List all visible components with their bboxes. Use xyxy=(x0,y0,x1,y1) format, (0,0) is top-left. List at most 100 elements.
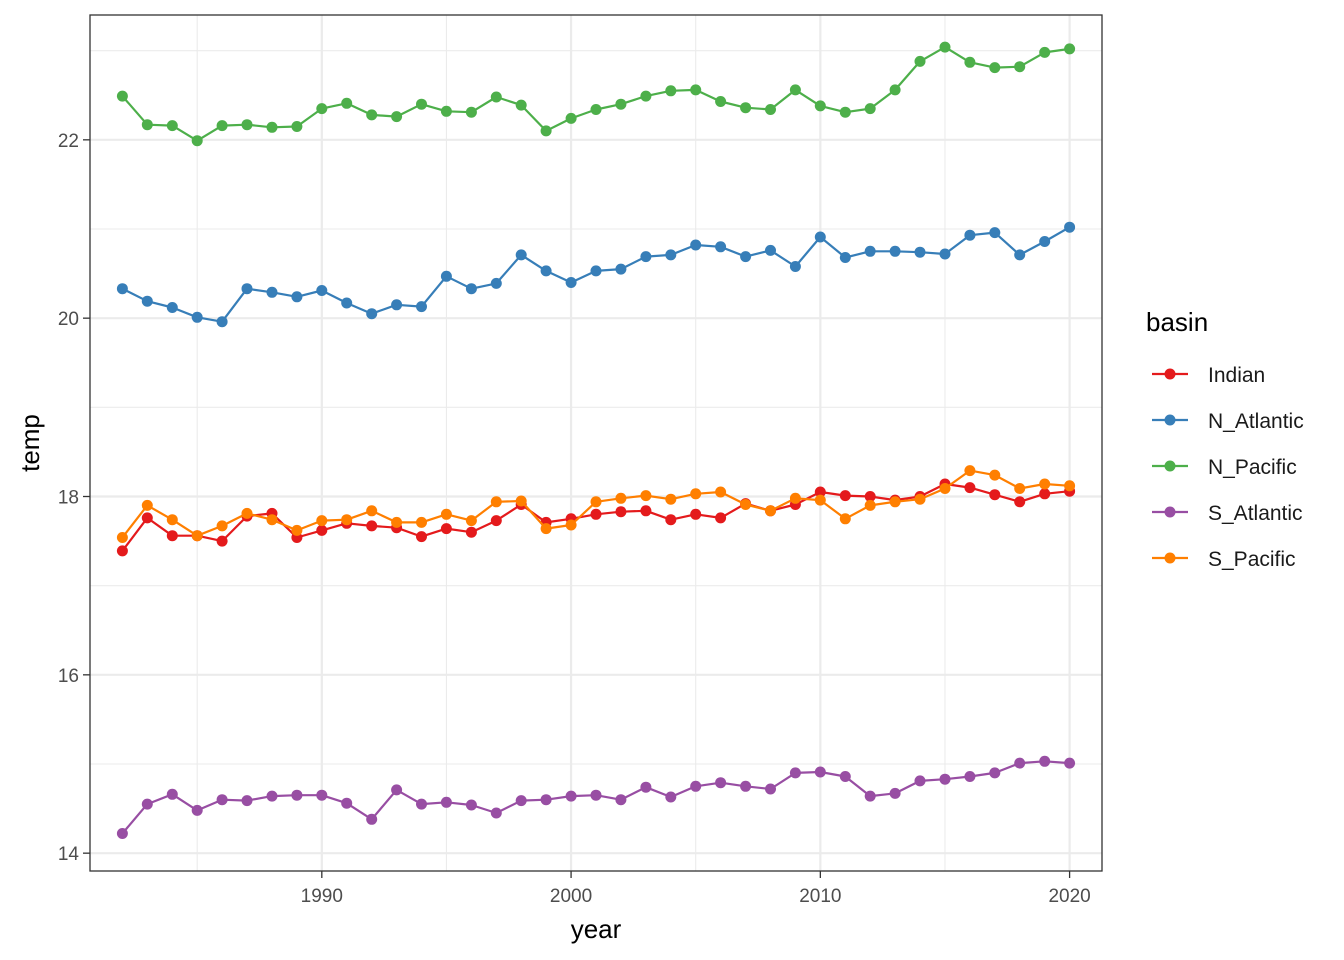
data-point-s-pacific xyxy=(515,495,527,507)
data-point-s-atlantic xyxy=(1014,757,1026,769)
legend-item-s-atlantic: S_Atlantic xyxy=(1152,502,1303,525)
data-point-s-pacific xyxy=(141,499,153,511)
legend-key-point-indian xyxy=(1164,368,1176,380)
data-point-s-atlantic xyxy=(765,783,776,795)
data-point-s-atlantic xyxy=(690,780,702,792)
data-point-s-pacific xyxy=(939,483,951,494)
series-layer xyxy=(116,41,1076,839)
data-point-n-pacific xyxy=(964,56,976,68)
y-tick-label: 16 xyxy=(58,666,79,687)
data-point-indian xyxy=(590,508,602,520)
data-point-n-atlantic xyxy=(839,252,851,263)
data-point-s-pacific xyxy=(615,492,627,504)
data-point-indian xyxy=(141,512,153,524)
x-tick-label: 2010 xyxy=(799,886,841,907)
data-point-n-pacific xyxy=(789,84,801,96)
data-point-n-atlantic xyxy=(490,277,502,289)
legend-label-s-pacific: S_Pacific xyxy=(1208,548,1296,571)
data-point-indian xyxy=(665,514,677,526)
data-point-indian xyxy=(640,505,652,517)
data-point-s-pacific xyxy=(540,523,552,535)
data-point-s-pacific xyxy=(465,515,477,527)
data-point-n-atlantic xyxy=(366,308,378,320)
data-point-n-atlantic xyxy=(191,311,203,323)
data-point-n-atlantic xyxy=(665,249,677,261)
data-point-indian xyxy=(839,490,851,502)
series-s-atlantic xyxy=(116,755,1076,839)
data-point-s-pacific xyxy=(690,488,702,500)
data-point-n-atlantic xyxy=(814,231,826,243)
legend-key-point-s-pacific xyxy=(1164,552,1176,564)
data-point-n-atlantic xyxy=(939,248,951,260)
data-point-s-pacific xyxy=(640,490,652,502)
data-point-s-pacific xyxy=(665,493,677,505)
data-point-s-atlantic xyxy=(366,813,378,825)
axis-ticks xyxy=(83,139,1071,878)
y-tick-label: 14 xyxy=(58,844,80,865)
data-point-indian xyxy=(615,506,627,518)
data-point-s-pacific xyxy=(316,515,328,527)
legend-item-indian: Indian xyxy=(1152,364,1265,387)
data-point-n-pacific xyxy=(1064,43,1076,55)
data-point-s-atlantic xyxy=(540,794,552,806)
data-point-s-atlantic xyxy=(814,766,826,778)
data-point-n-pacific xyxy=(316,103,328,115)
data-point-n-atlantic xyxy=(715,241,727,253)
data-point-n-pacific xyxy=(416,98,427,110)
data-point-s-pacific xyxy=(814,494,826,506)
x-tick-label: 1990 xyxy=(301,886,343,907)
data-point-n-atlantic xyxy=(640,251,652,263)
data-point-n-pacific xyxy=(989,62,1001,74)
data-point-s-atlantic xyxy=(615,794,627,806)
y-tick-label: 18 xyxy=(58,488,79,509)
data-point-n-atlantic xyxy=(1039,236,1051,247)
data-point-n-pacific xyxy=(191,135,203,147)
data-point-s-atlantic xyxy=(740,780,752,792)
data-point-s-pacific xyxy=(366,505,378,517)
data-point-n-pacific xyxy=(715,96,727,107)
data-point-indian xyxy=(316,524,328,536)
data-point-n-atlantic xyxy=(116,283,128,295)
data-point-n-pacific xyxy=(765,104,776,115)
data-point-n-atlantic xyxy=(540,265,552,277)
data-point-n-pacific xyxy=(690,84,702,96)
legend-key-point-s-atlantic xyxy=(1164,506,1176,518)
data-point-n-atlantic xyxy=(765,244,776,256)
data-point-n-atlantic xyxy=(565,277,577,288)
data-point-s-atlantic xyxy=(1039,755,1051,767)
data-point-n-pacific xyxy=(1039,46,1051,58)
data-point-s-pacific xyxy=(191,530,203,542)
legend-item-n-atlantic: N_Atlantic xyxy=(1152,410,1304,433)
data-point-s-pacific xyxy=(241,507,253,519)
data-point-n-pacific xyxy=(515,99,527,111)
data-point-n-pacific xyxy=(839,106,851,118)
data-point-s-pacific xyxy=(1039,478,1051,490)
data-point-n-atlantic xyxy=(789,261,801,272)
data-point-n-pacific xyxy=(889,84,901,96)
data-point-indian xyxy=(216,535,228,547)
data-point-n-pacific xyxy=(116,90,128,102)
data-point-s-atlantic xyxy=(416,798,427,810)
data-point-s-atlantic xyxy=(116,828,128,839)
data-point-s-pacific xyxy=(416,516,427,528)
data-point-s-pacific xyxy=(490,496,502,508)
data-point-s-atlantic xyxy=(665,791,677,803)
data-point-s-atlantic xyxy=(166,788,178,800)
data-point-n-atlantic xyxy=(989,227,1001,239)
data-point-s-pacific xyxy=(440,508,452,520)
data-point-n-atlantic xyxy=(615,263,627,275)
data-point-indian xyxy=(1039,488,1051,500)
data-point-s-pacific xyxy=(565,519,577,531)
data-point-indian xyxy=(715,512,727,524)
x-tick-label: 2020 xyxy=(1048,886,1090,907)
data-point-n-pacific xyxy=(1014,61,1026,73)
data-point-n-atlantic xyxy=(864,245,876,257)
data-point-s-atlantic xyxy=(316,789,328,801)
data-point-s-atlantic xyxy=(889,787,901,799)
data-point-n-pacific xyxy=(341,97,353,109)
data-point-s-pacific xyxy=(166,514,178,526)
data-point-s-atlantic xyxy=(914,775,926,787)
data-point-n-pacific xyxy=(266,121,278,133)
legend-key-point-n-pacific xyxy=(1164,460,1176,472)
data-point-n-atlantic xyxy=(914,246,926,258)
